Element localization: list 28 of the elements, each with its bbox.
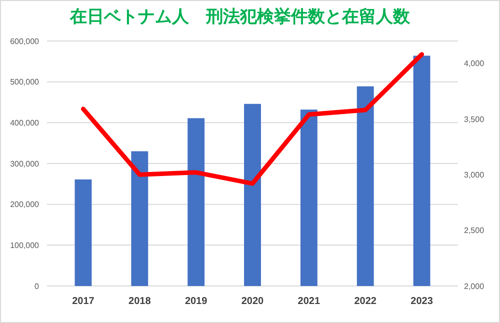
y-tick-label: 600,000	[10, 36, 40, 46]
bar	[244, 104, 261, 286]
y-tick-label: 200,000	[10, 200, 40, 210]
bar	[131, 151, 148, 286]
line-series	[80, 52, 424, 186]
x-tick-label: 2017	[72, 296, 95, 307]
x-tick-label: 2018	[128, 296, 152, 307]
y-tick-label: 0	[34, 282, 40, 291]
bar	[188, 118, 205, 286]
chart-title: 在日ベトナム人 刑法犯検挙件数と在留人数	[69, 7, 411, 26]
x-tick-label: 2022	[354, 296, 377, 307]
y-tick-label: 100,000	[10, 240, 40, 250]
x-tick-label: 2023	[410, 296, 434, 307]
y-tick-label: 400,000	[10, 118, 40, 128]
x-tick-label: 2019	[184, 296, 208, 307]
y2-tick-label: 3,500	[464, 114, 485, 124]
bar	[356, 86, 374, 286]
y2-tick-label: 2,500	[464, 226, 485, 236]
y2-tick-label: 4,000	[464, 59, 485, 68]
bar	[300, 110, 318, 286]
x-tick-label: 2021	[298, 296, 320, 307]
x-tick-label: 2020	[241, 296, 264, 307]
y-tick-label: 500,000	[10, 78, 40, 87]
y-tick-label: 300,000	[10, 159, 40, 168]
bar	[413, 56, 430, 286]
y2-tick-label: 2,000	[464, 282, 485, 291]
y2-tick-label: 3,000	[464, 170, 485, 180]
bar	[74, 179, 92, 286]
